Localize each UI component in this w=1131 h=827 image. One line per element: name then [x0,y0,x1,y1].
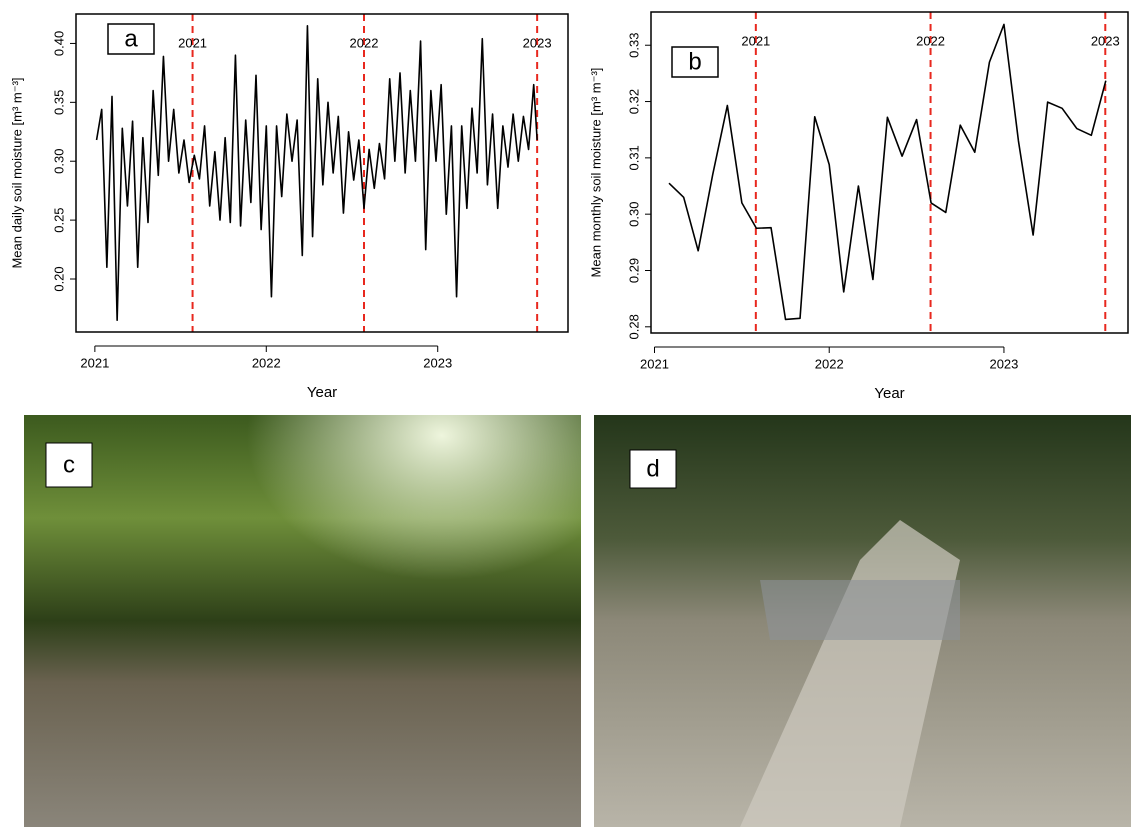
y-tick-label: 0.20 [51,266,66,291]
panel-label: c [63,451,75,478]
y-tick-label: 0.30 [51,149,66,174]
x-tick-label: 2023 [989,356,1018,371]
y-tick-label: 0.28 [626,314,641,339]
panel-label: a [124,25,138,52]
y-tick-label: 0.32 [626,89,641,114]
y-axis-label: Mean daily soil moisture [m³ m⁻³] [9,77,24,268]
y-tick-label: 0.25 [51,207,66,232]
y-tick-label: 0.29 [626,258,641,283]
x-tick-label: 2021 [640,356,669,371]
x-tick-label: 2022 [252,355,281,370]
reference-label: 2022 [916,33,945,48]
photo-gabion [760,580,960,640]
y-axis-label: Mean monthly soil moisture [m³ m⁻³] [588,68,603,278]
y-tick-label: 0.35 [51,90,66,115]
panel-label-box [107,23,155,55]
photo-d: d [594,415,1131,827]
data-line [95,24,538,322]
panel-label-box [629,449,677,489]
y-tick-label: 0.30 [626,202,641,227]
y-tick-label: 0.33 [626,33,641,58]
photo-c: c [24,415,581,827]
reference-label: 2021 [178,35,207,50]
plot-frame [650,11,1129,334]
x-tick-label: 2023 [423,355,452,370]
x-tick-label: 2021 [80,355,109,370]
y-tick-label: 0.31 [626,145,641,170]
x-tick-label: 2022 [815,356,844,371]
plot-frame [75,13,569,333]
reference-label: 2022 [350,35,379,50]
x-axis-label: Year [307,384,337,401]
reference-label: 2023 [1091,33,1120,48]
panel-label: b [688,48,701,75]
panel-label: d [646,455,659,482]
photo-light [24,415,581,827]
reference-label: 2023 [523,35,552,50]
panel-label-box [671,46,719,78]
panel-label-box [45,442,93,488]
y-tick-label: 0.40 [51,31,66,56]
x-axis-label: Year [874,385,904,402]
data-line [668,23,1107,321]
reference-label: 2021 [741,33,770,48]
